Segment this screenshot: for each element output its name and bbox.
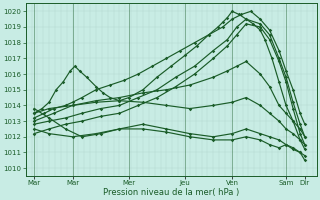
X-axis label: Pression niveau de la mer( hPa ): Pression niveau de la mer( hPa ) bbox=[103, 188, 239, 197]
